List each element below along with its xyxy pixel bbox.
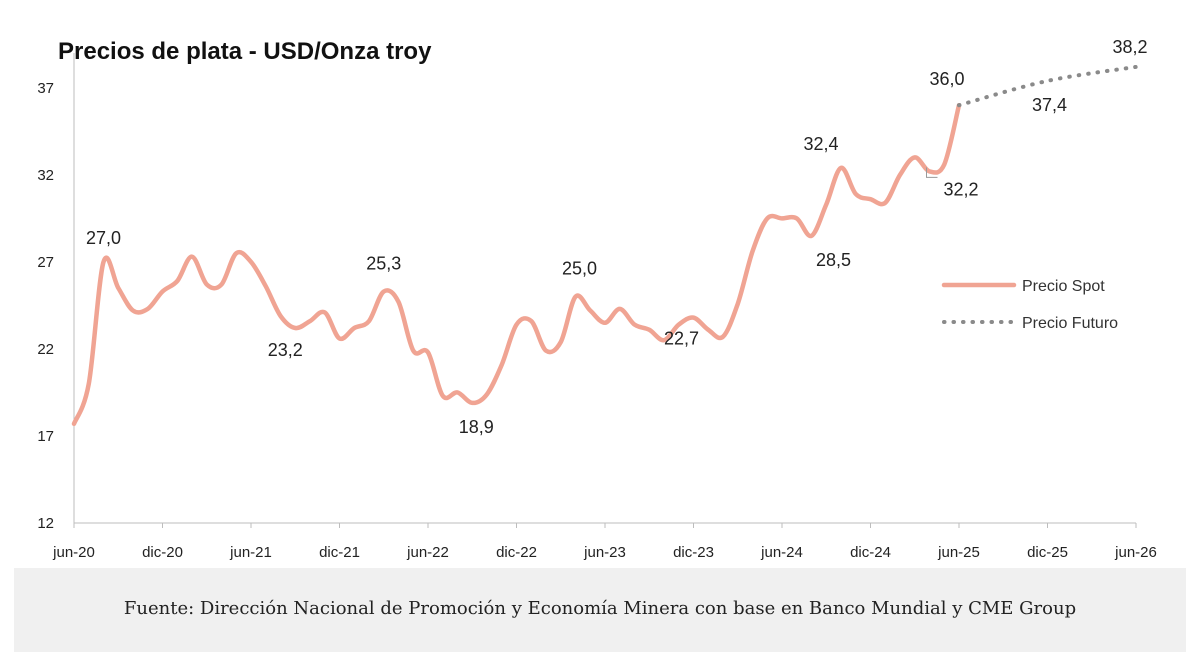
series-line-precio-spot xyxy=(71,102,962,427)
data-label: 38,2 xyxy=(1112,37,1147,57)
x-tick-label: jun-24 xyxy=(760,544,803,561)
data-label: 23,2 xyxy=(268,340,303,360)
y-tick-label: 27 xyxy=(37,254,54,271)
data-label: 28,5 xyxy=(816,250,851,270)
legend-label: Precio Spot xyxy=(1022,278,1105,295)
x-tick-label: dic-25 xyxy=(1027,544,1068,561)
data-label: 32,4 xyxy=(803,134,838,154)
data-label: 37,4 xyxy=(1032,95,1067,115)
chart-card: Precios de plata - USD/Onza troy 12 17 22 2… xyxy=(14,8,1186,568)
x-tick-label: jun-25 xyxy=(937,544,980,561)
data-label: 27,0 xyxy=(86,228,121,248)
annotation-connector xyxy=(926,167,938,178)
source-bar: Fuente: Dirección Nacional de Promoción … xyxy=(14,568,1186,652)
x-tick-label: jun-21 xyxy=(229,544,272,561)
x-tick-label: jun-20 xyxy=(52,544,95,561)
x-tick-label: dic-22 xyxy=(496,544,537,561)
data-label: 18,9 xyxy=(459,417,494,437)
x-tick-label: dic-24 xyxy=(850,544,891,561)
chart-title: Precios de plata - USD/Onza troy xyxy=(58,38,432,65)
x-tick-label: jun-23 xyxy=(583,544,626,561)
x-tick-label: dic-23 xyxy=(673,544,714,561)
y-tick-label: 17 xyxy=(37,428,54,445)
x-tick-label: jun-22 xyxy=(406,544,449,561)
data-label: 22,7 xyxy=(664,329,699,349)
series-line-precio-futuro xyxy=(957,64,1138,108)
x-tick-label: dic-20 xyxy=(142,544,183,561)
y-tick-label: 32 xyxy=(37,167,54,184)
line-chart: 12 17 22 27 32 37 jun-20 dic-20 jun-21 dic-21 jun-… xyxy=(37,37,1157,561)
y-tick-label: 37 xyxy=(37,80,54,97)
y-tick-label: 12 xyxy=(37,515,54,532)
y-tick-label: 22 xyxy=(37,341,54,358)
data-label: 25,0 xyxy=(562,259,597,279)
data-label: 32,2 xyxy=(944,179,979,199)
legend-label: Precio Futuro xyxy=(1022,315,1118,332)
source-note: Fuente: Dirección Nacional de Promoción … xyxy=(123,598,1077,619)
x-tick-label: dic-21 xyxy=(319,544,360,561)
data-label: 36,0 xyxy=(929,69,964,89)
data-label: 25,3 xyxy=(366,253,401,273)
x-tick-label: jun-26 xyxy=(1114,544,1157,561)
